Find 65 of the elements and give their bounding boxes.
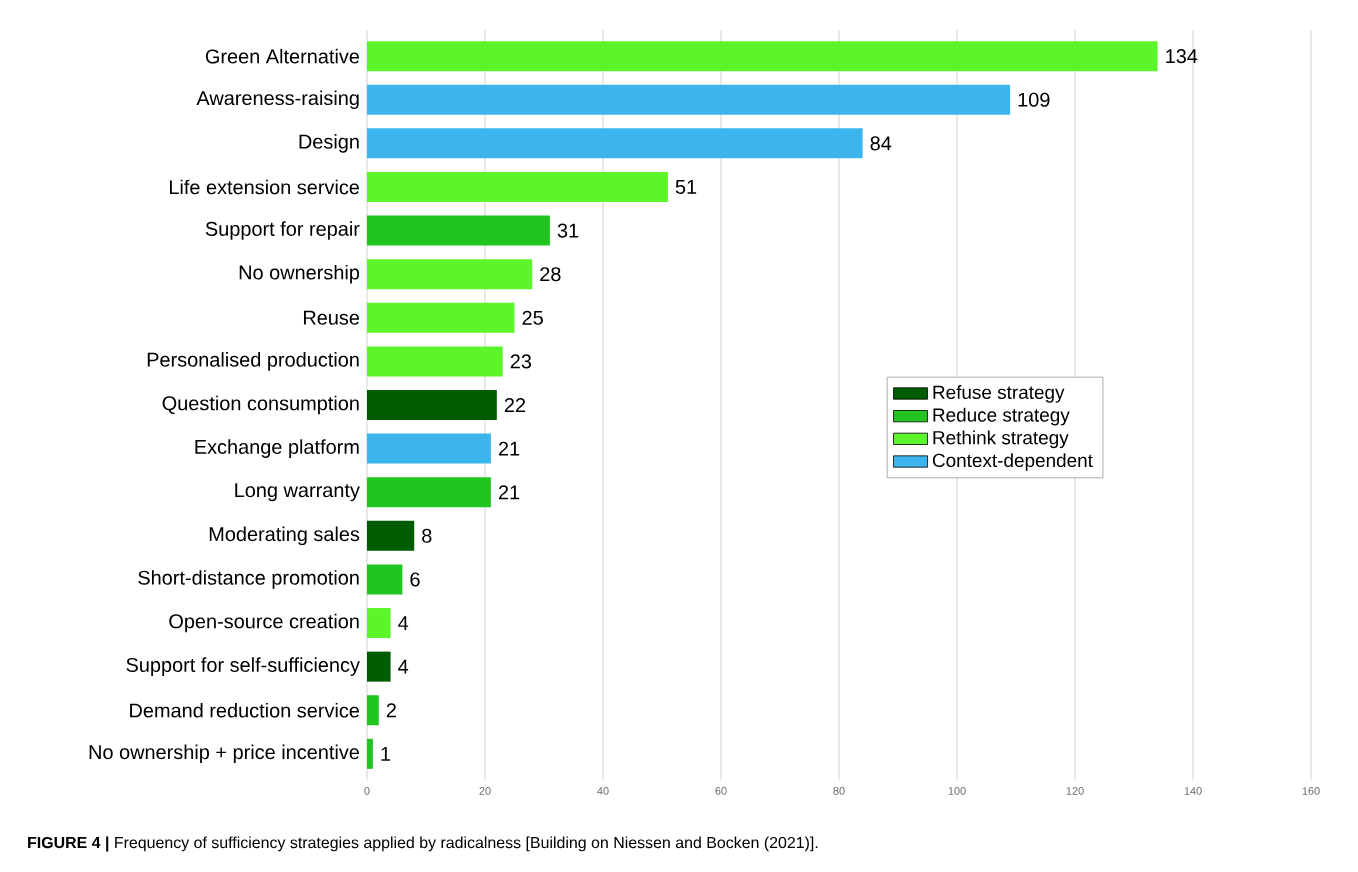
- data-label: 25: [522, 310, 543, 325]
- x-tick-label: 140: [1184, 787, 1202, 795]
- y-tick-label: Exchange platform: [195, 439, 359, 458]
- legend-label: Reduce strategy: [933, 407, 1070, 426]
- bar: [367, 128, 863, 159]
- bar: [367, 608, 391, 639]
- y-tick-label: Personalised production: [147, 352, 359, 371]
- y-tick-label: Reuse: [303, 310, 360, 325]
- y-tick-label: Awareness-raising: [196, 90, 359, 110]
- data-label: 28: [540, 267, 561, 282]
- legend-label: Rethink strategy: [933, 430, 1069, 449]
- bar: [367, 390, 497, 420]
- y-tick-label: Demand reduction service: [130, 702, 360, 718]
- x-tick-label: 60: [715, 787, 727, 795]
- legend-label: Refuse strategy: [933, 385, 1065, 403]
- x-tick-label: 0: [364, 787, 370, 795]
- data-label: 4: [398, 616, 409, 630]
- data-label: 134: [1166, 49, 1198, 64]
- data-label: 84: [870, 136, 892, 151]
- y-tick-label: Open-source creation: [169, 613, 359, 633]
- x-tick-label: 120: [1066, 787, 1084, 795]
- bar: [367, 346, 503, 377]
- bar: [367, 520, 415, 551]
- bar: [367, 564, 403, 595]
- text: FIGURE 4 | Frequency of sufficiency strategies applied by radicalness [Building on Niessen and Bocken (2021)].: [28, 836, 818, 852]
- y-tick-label: No ownership: [239, 264, 360, 284]
- bar: [367, 433, 491, 464]
- y-tick-label: No ownership + price incentive: [89, 744, 359, 764]
- y-tick-label: Support for repair: [205, 221, 360, 240]
- y-tick-label: Life extension service: [169, 179, 360, 195]
- bar: [367, 302, 515, 333]
- data-label: 51: [675, 180, 697, 194]
- y-tick-label: Design: [299, 134, 359, 153]
- bar: [367, 695, 379, 726]
- bar: [367, 477, 491, 508]
- data-label: 2: [386, 703, 396, 718]
- y-tick-label: Short-distance promotion: [138, 570, 359, 589]
- x-tick-label: 40: [597, 787, 609, 795]
- data-label: 6: [410, 572, 420, 587]
- data-label: 31: [557, 223, 579, 238]
- x-tick-label: 160: [1302, 787, 1320, 795]
- data-label: 23: [510, 354, 532, 369]
- data-label: 8: [422, 528, 432, 543]
- x-tick-label: 20: [479, 787, 491, 795]
- data-label: 21: [498, 441, 520, 456]
- bar: [367, 41, 1158, 72]
- legend-label: Context-dependent: [932, 453, 1093, 471]
- y-tick-label: Long warranty: [235, 483, 360, 502]
- bar: [367, 259, 533, 290]
- data-label: 21: [498, 485, 520, 500]
- bar: [367, 738, 373, 769]
- bar: [367, 215, 550, 246]
- bar: [367, 651, 391, 682]
- y-tick-label: Green Alternative: [205, 48, 360, 64]
- bar: [367, 84, 1011, 115]
- bar: [367, 171, 668, 202]
- data-label: 4: [398, 659, 409, 674]
- data-label: 109: [1018, 92, 1050, 107]
- x-tick-label: 100: [948, 787, 966, 795]
- data-label: 1: [381, 746, 391, 761]
- y-tick-label: Moderating sales: [209, 526, 360, 546]
- y-tick-label: Support for self-sufficiency: [126, 657, 360, 676]
- x-tick-label: 80: [833, 787, 845, 795]
- data-label: 22: [504, 398, 526, 412]
- y-tick-label: Question consumption: [162, 395, 359, 415]
